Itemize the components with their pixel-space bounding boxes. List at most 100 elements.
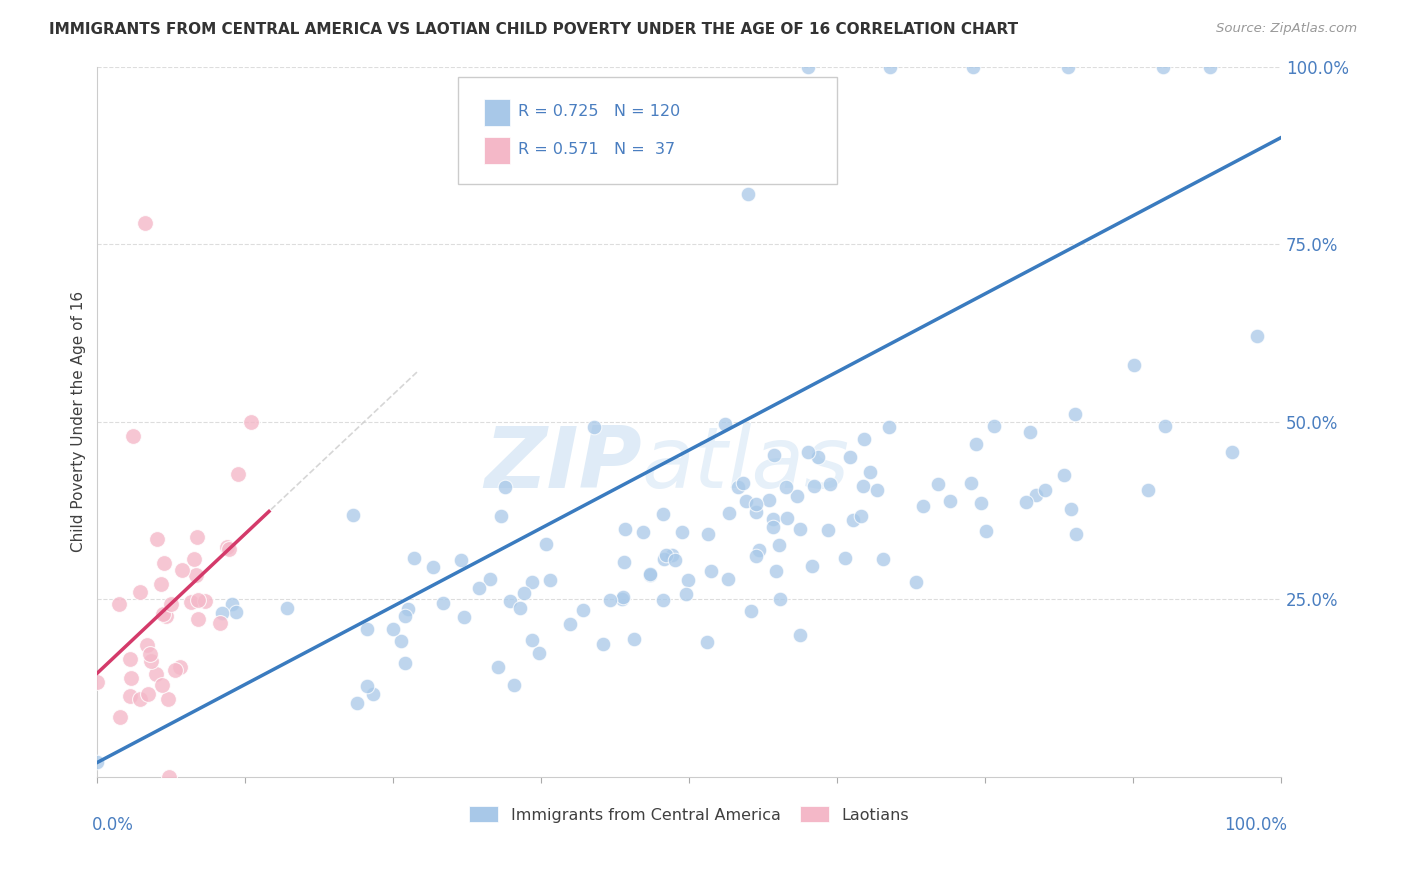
Point [583, 419, 606, 434]
Point [86, 756, 108, 770]
Point [758, 493, 780, 508]
Point [110, 710, 132, 724]
Point [713, 417, 735, 431]
Point [612, 592, 634, 607]
Point [740, 604, 762, 618]
Point [1033, 483, 1056, 498]
Point [1199, 60, 1222, 74]
Point [453, 610, 475, 624]
Point [522, 574, 544, 589]
Point [768, 538, 790, 552]
Text: 0.0%: 0.0% [91, 815, 134, 834]
Bar [485, 136, 510, 164]
Point [152, 607, 174, 622]
Legend: Immigrants from Central America, Laotians: Immigrants from Central America, Laotian… [463, 799, 915, 829]
Point [128, 585, 150, 599]
Point [789, 628, 811, 642]
Point [394, 656, 416, 670]
FancyBboxPatch shape [458, 78, 837, 184]
Text: R = 0.571   N =  37: R = 0.571 N = 37 [517, 142, 675, 157]
Point [157, 692, 180, 706]
Point [797, 444, 820, 458]
Text: Source: ZipAtlas.com: Source: ZipAtlas.com [1216, 22, 1357, 36]
Point [786, 489, 808, 503]
Point [800, 558, 823, 573]
Point [834, 551, 856, 566]
Point [120, 671, 142, 685]
Point [194, 594, 217, 608]
Point [717, 572, 740, 586]
Point [734, 494, 756, 508]
Point [153, 556, 176, 570]
Point [486, 660, 509, 674]
Point [879, 420, 901, 434]
Point [938, 494, 960, 508]
Point [1220, 445, 1243, 459]
Point [509, 600, 531, 615]
Point [217, 541, 239, 555]
Point [1019, 425, 1042, 440]
Point [852, 432, 875, 446]
Point [572, 603, 595, 617]
Point [872, 552, 894, 566]
Point [983, 419, 1005, 434]
Point [1057, 60, 1080, 74]
Point [134, 216, 156, 230]
Point [927, 477, 949, 491]
Point [623, 632, 645, 646]
Point [494, 480, 516, 494]
Point [152, 677, 174, 691]
Point [139, 647, 162, 661]
Point [748, 543, 770, 558]
Point [1153, 419, 1175, 434]
Point [121, 429, 143, 443]
Point [911, 499, 934, 513]
Point [592, 637, 614, 651]
Point [612, 590, 634, 604]
Point [1064, 527, 1087, 541]
Point [404, 551, 426, 566]
Point [240, 415, 263, 429]
Point [513, 586, 536, 600]
Point [651, 507, 673, 521]
Point [839, 450, 862, 464]
Point [136, 687, 159, 701]
Point [631, 524, 654, 539]
Point [169, 659, 191, 673]
Point [226, 467, 249, 481]
Point [187, 593, 209, 607]
Point [879, 60, 901, 74]
Text: ZIP: ZIP [484, 423, 641, 506]
Point [432, 596, 454, 610]
Point [745, 549, 768, 564]
Point [450, 553, 472, 567]
Point [479, 572, 502, 586]
Point [655, 548, 678, 562]
Point [145, 667, 167, 681]
Point [396, 602, 419, 616]
Point [842, 513, 865, 527]
Point [737, 187, 759, 202]
Point [678, 573, 700, 587]
Point [744, 505, 766, 519]
Point [960, 476, 983, 491]
Point [762, 448, 785, 462]
Point [356, 622, 378, 636]
Point [762, 512, 785, 526]
Point [776, 510, 799, 524]
Y-axis label: Child Poverty Under the Age of 16: Child Poverty Under the Age of 16 [72, 291, 86, 552]
Point [671, 525, 693, 540]
Point [389, 633, 412, 648]
Point [186, 567, 208, 582]
Point [208, 616, 231, 631]
Text: IMMIGRANTS FROM CENTRAL AMERICA VS LAOTIAN CHILD POVERTY UNDER THE AGE OF 16 COR: IMMIGRANTS FROM CENTRAL AMERICA VS LAOTI… [49, 22, 1018, 37]
Point [276, 600, 298, 615]
Point [346, 696, 368, 710]
Point [86, 674, 108, 689]
Point [717, 506, 740, 520]
Point [652, 593, 675, 607]
Point [905, 574, 928, 589]
Point [699, 564, 721, 578]
Point [661, 548, 683, 562]
Point [491, 509, 513, 524]
